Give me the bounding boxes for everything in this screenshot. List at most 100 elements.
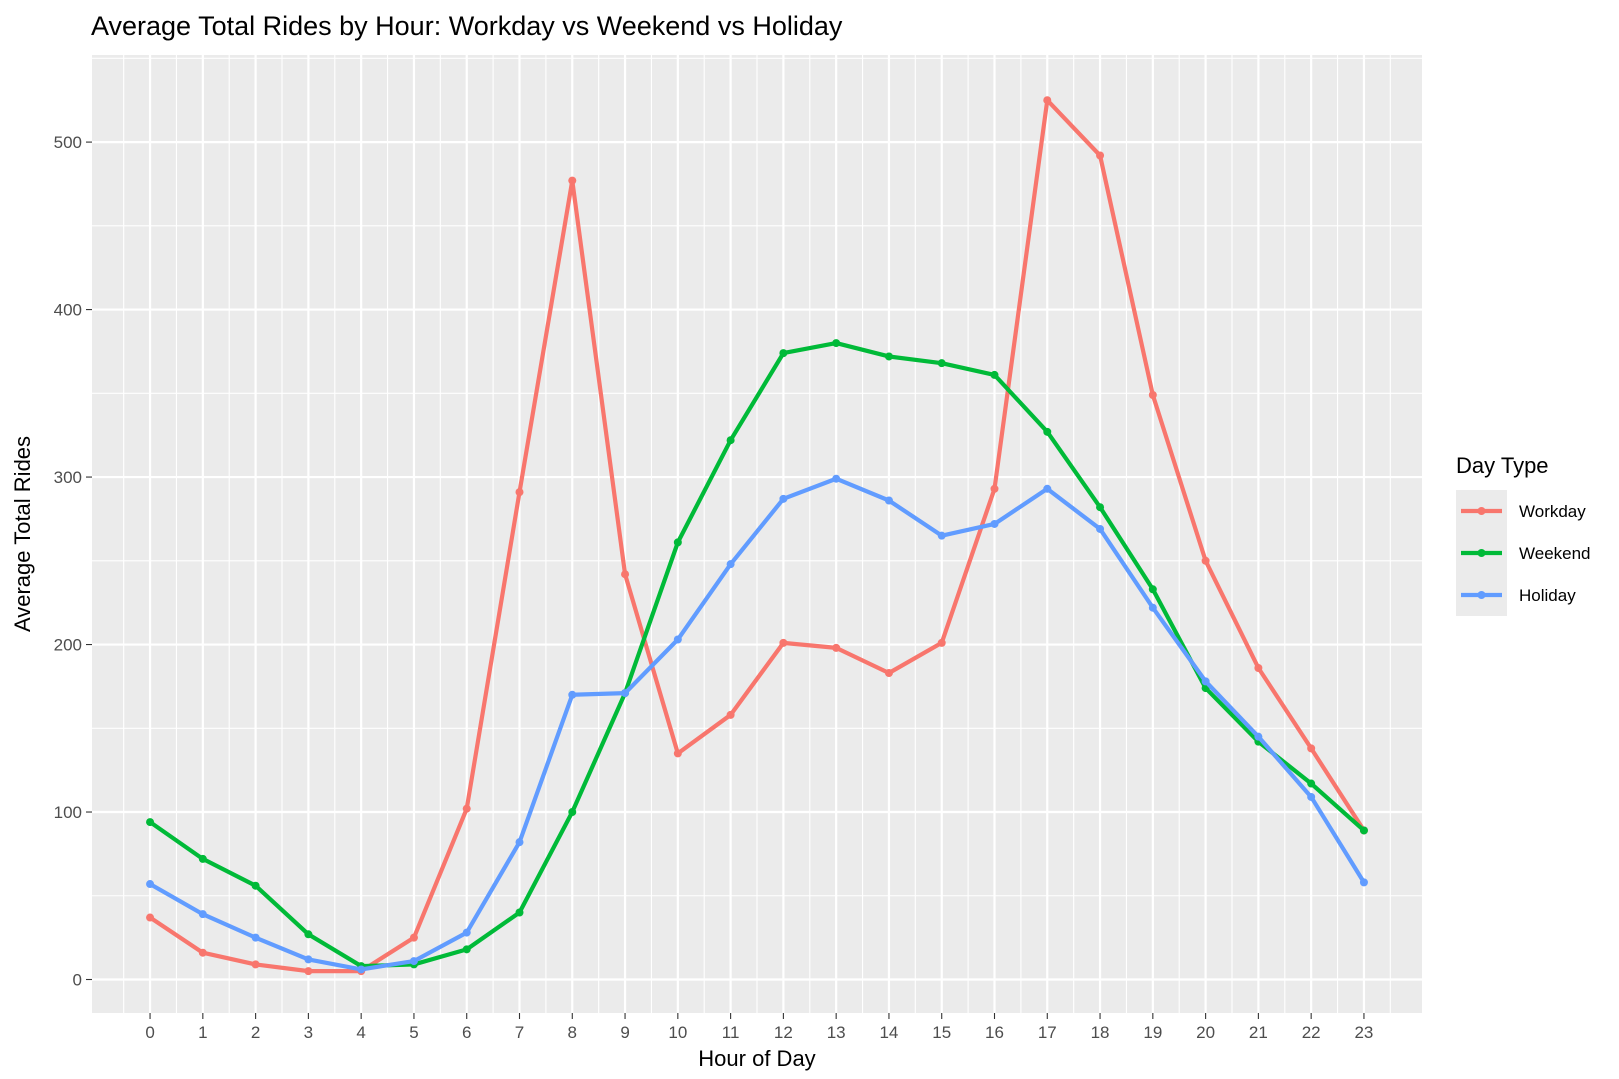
workday-point — [1096, 151, 1105, 160]
x-tick-label: 16 — [985, 1023, 1004, 1042]
y-tick-label: 0 — [73, 971, 82, 990]
workday-point — [726, 710, 735, 719]
x-tick-label: 17 — [1038, 1023, 1057, 1042]
weekend-point — [515, 908, 524, 917]
legend-point-weekend — [1477, 549, 1486, 557]
weekend-point — [146, 818, 155, 827]
x-tick-label: 9 — [620, 1023, 629, 1042]
y-tick-label: 400 — [54, 301, 82, 320]
workday-point — [1307, 744, 1316, 753]
series-layer — [146, 96, 1368, 976]
weekend-point — [673, 538, 682, 547]
x-tick-label: 13 — [827, 1023, 846, 1042]
weekend-point — [1148, 585, 1157, 594]
holiday-point — [568, 690, 577, 699]
holiday-point — [515, 838, 524, 847]
workday-point — [990, 484, 999, 493]
chart-title: Average Total Rides by Hour: Workday vs … — [91, 11, 843, 41]
legend-items: Workday Weekend Holiday — [1461, 502, 1591, 605]
holiday-point — [1359, 878, 1368, 887]
workday-point — [884, 669, 893, 678]
workday-point — [198, 948, 207, 957]
weekend-point — [884, 352, 893, 361]
workday-point — [251, 960, 260, 969]
x-tick-label: 14 — [879, 1023, 898, 1042]
holiday-point — [462, 928, 471, 937]
x-tick-label: 20 — [1196, 1023, 1215, 1042]
x-tick-label: 6 — [462, 1023, 471, 1042]
legend-label-weekend: Weekend — [1519, 544, 1591, 563]
workday-point — [146, 913, 155, 922]
holiday-point — [937, 531, 946, 540]
x-tick-label: 2 — [251, 1023, 260, 1042]
minor-gridlines — [92, 55, 1422, 1013]
weekend-point — [198, 854, 207, 863]
x-tick-label: 0 — [145, 1023, 154, 1042]
weekend-line — [148, 340, 1366, 969]
x-axis: 0 1 2 3 4 5 6 7 8 9 10 11 12 13 14 15 16 17 18 19 20 21 22 23 — [145, 1013, 1373, 1042]
holiday-point — [357, 965, 366, 974]
weekend-point — [1359, 826, 1368, 835]
workday-point — [937, 638, 946, 647]
weekend-point — [1307, 779, 1316, 788]
workday-point — [568, 176, 577, 185]
weekend-point — [1043, 427, 1052, 436]
workday-point — [462, 804, 471, 813]
holiday-point — [884, 496, 893, 505]
x-tick-label: 3 — [304, 1023, 313, 1042]
weekend-point — [462, 945, 471, 954]
x-tick-label: 10 — [668, 1023, 687, 1042]
holiday-point — [409, 957, 418, 966]
workday-point — [515, 488, 524, 497]
y-axis: 0 100 200 300 400 500 — [54, 133, 92, 990]
x-tick-label: 1 — [198, 1023, 207, 1042]
y-tick-label: 100 — [54, 803, 82, 822]
x-tick-label: 22 — [1302, 1023, 1321, 1042]
holiday-point — [146, 880, 155, 889]
x-tick-label: 21 — [1249, 1023, 1268, 1042]
weekend-point — [937, 359, 946, 368]
x-tick-label: 5 — [409, 1023, 418, 1042]
holiday-point — [779, 494, 788, 503]
holiday-point — [1043, 484, 1052, 493]
legend: Day Type Workday Weekend Holiday — [1456, 453, 1591, 616]
weekend-point — [1096, 503, 1105, 512]
workday-point — [1254, 663, 1263, 672]
workday-point — [409, 933, 418, 942]
y-tick-label: 500 — [54, 133, 82, 152]
workday-point — [779, 638, 788, 647]
holiday-point — [1201, 677, 1210, 686]
weekend-point — [251, 881, 260, 890]
x-tick-label: 7 — [515, 1023, 524, 1042]
legend-point-workday — [1477, 507, 1486, 515]
x-tick-label: 23 — [1354, 1023, 1373, 1042]
legend-point-holiday — [1477, 591, 1486, 599]
weekend-point — [726, 436, 735, 445]
holiday-point — [1254, 732, 1263, 741]
major-gridlines — [92, 55, 1422, 1013]
holiday-point — [198, 910, 207, 919]
weekend-point — [304, 930, 313, 939]
weekend-point — [832, 339, 841, 348]
x-tick-label: 15 — [932, 1023, 951, 1042]
workday-line — [148, 98, 1366, 974]
holiday-point — [621, 689, 630, 698]
legend-label-holiday: Holiday — [1519, 586, 1576, 605]
holiday-point — [1096, 524, 1105, 533]
legend-label-workday: Workday — [1519, 502, 1586, 521]
holiday-point — [251, 933, 260, 942]
y-axis-title: Average Total Rides — [10, 436, 35, 632]
workday-point — [832, 643, 841, 652]
x-tick-label: 12 — [774, 1023, 793, 1042]
weekend-point — [568, 808, 577, 817]
x-tick-label: 4 — [356, 1023, 365, 1042]
weekend-point — [990, 370, 999, 379]
holiday-point — [673, 635, 682, 644]
holiday-point — [990, 519, 999, 528]
workday-point — [1043, 96, 1052, 105]
workday-point — [673, 749, 682, 758]
holiday-point — [304, 955, 313, 964]
x-axis-title: Hour of Day — [698, 1046, 815, 1071]
x-tick-label: 19 — [1143, 1023, 1162, 1042]
